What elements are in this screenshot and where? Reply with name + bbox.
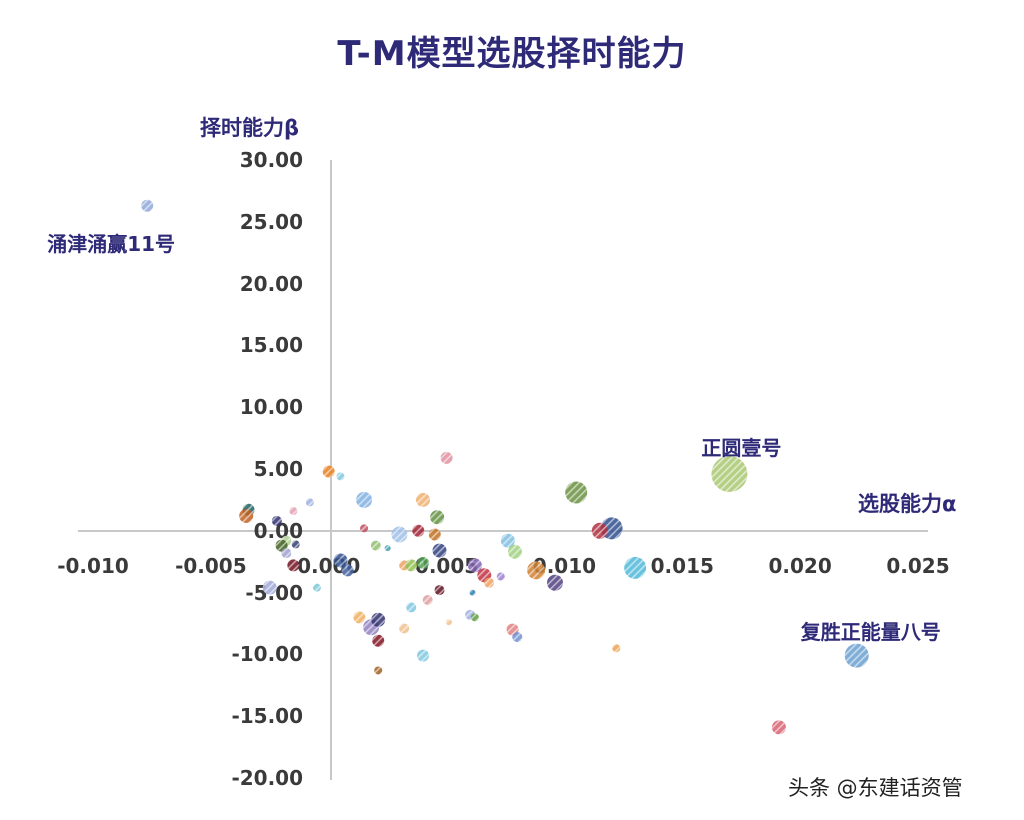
data-point: [341, 564, 354, 577]
x-tick-label: 0.015: [650, 554, 714, 578]
x-tick-label: -0.010: [57, 554, 129, 578]
data-point: [771, 720, 786, 735]
data-point: [591, 522, 608, 539]
data-point: [399, 623, 410, 634]
data-point: [371, 612, 386, 627]
point-annotation-label: 复胜正能量八号: [800, 619, 941, 644]
data-point: [507, 544, 522, 559]
data-point: [281, 548, 292, 559]
data-point: [422, 595, 433, 606]
data-point: [547, 574, 563, 591]
data-point: [312, 583, 321, 592]
data-point: [271, 515, 282, 526]
data-point: [445, 619, 452, 626]
data-point: [624, 556, 647, 579]
y-tick-label: 20.00: [239, 271, 303, 296]
data-point: [417, 556, 429, 569]
data-point: [391, 526, 408, 543]
data-point: [711, 455, 748, 492]
y-tick-label: 25.00: [239, 209, 303, 234]
data-point: [384, 545, 391, 552]
data-point: [500, 533, 515, 548]
data-point: [336, 472, 345, 481]
x-axis-label: 选股能力α: [858, 492, 957, 516]
data-point: [333, 553, 348, 568]
data-point: [512, 632, 523, 643]
data-point: [467, 558, 482, 573]
data-point: [565, 481, 588, 504]
data-point: [428, 528, 441, 541]
data-point: [484, 577, 494, 588]
point-annotation-label: 正圆壹号: [701, 435, 782, 460]
data-point: [239, 508, 254, 523]
watermark: 头条 @东建话资管: [788, 776, 963, 800]
data-point: [527, 561, 546, 580]
y-tick-label: 10.00: [239, 395, 303, 420]
x-tick-label: 0.025: [886, 554, 950, 578]
data-point: [470, 613, 479, 622]
data-point: [417, 649, 429, 662]
data-point: [356, 491, 373, 508]
data-point: [322, 465, 335, 478]
data-point: [430, 510, 445, 525]
y-tick-label: -10.00: [231, 642, 303, 667]
x-axis-line: [78, 530, 928, 532]
data-point: [287, 559, 300, 572]
x-tick-label: -0.005: [175, 554, 247, 578]
data-point: [440, 451, 453, 464]
y-tick-label: 15.00: [239, 333, 303, 358]
data-point: [432, 543, 447, 558]
data-point: [374, 666, 383, 675]
y-tick-label: -15.00: [231, 704, 303, 729]
data-point: [496, 572, 505, 581]
data-point: [291, 540, 300, 549]
data-point: [305, 498, 314, 507]
data-point: [406, 602, 417, 613]
y-tick-label: -20.00: [231, 766, 303, 790]
data-point: [612, 644, 621, 653]
data-point: [141, 199, 154, 212]
y-tick-label: 5.00: [253, 457, 303, 481]
data-point: [412, 524, 425, 537]
data-point: [416, 492, 430, 507]
data-point: [262, 580, 277, 595]
data-point: [360, 524, 369, 533]
data-point: [353, 611, 366, 624]
data-point: [372, 634, 385, 647]
data-point: [370, 540, 381, 551]
x-tick-label: 0.020: [768, 554, 832, 578]
data-point: [434, 585, 445, 596]
chart-title: T-M模型选股择时能力: [337, 34, 687, 74]
data-point: [289, 507, 298, 516]
y-tick-label: 30.00: [239, 148, 303, 172]
y-axis-label: 择时能力β: [200, 116, 300, 140]
data-point: [405, 559, 418, 572]
data-point: [469, 589, 476, 596]
point-annotation-label: 涌津涌赢11号: [47, 231, 176, 256]
data-point: [844, 643, 869, 668]
